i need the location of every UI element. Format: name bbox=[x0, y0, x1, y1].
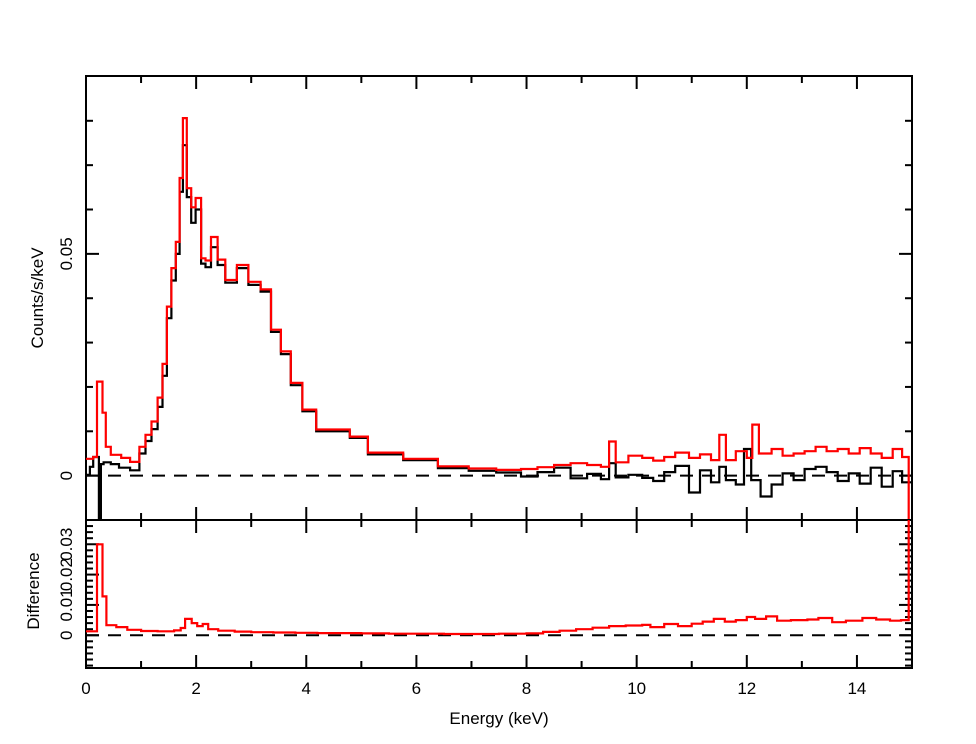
x-tick-label: 12 bbox=[737, 679, 756, 698]
x-tick-label: 4 bbox=[302, 679, 311, 698]
counts-panel: 00.05 bbox=[57, 75, 913, 521]
y-tick-label: 0 bbox=[57, 631, 76, 640]
x-tick-label: 0 bbox=[81, 679, 90, 698]
difference-axis-label: Difference bbox=[24, 552, 43, 630]
y-tick-label: 0.02 bbox=[57, 558, 76, 591]
counts-axis-label: Counts/s/keV bbox=[28, 247, 47, 349]
y-tick-label: 0.05 bbox=[57, 237, 76, 270]
red-histogram-series bbox=[86, 117, 910, 520]
y-tick-label: 0.03 bbox=[57, 528, 76, 561]
energy-axis-label: Energy (keV) bbox=[449, 709, 549, 728]
black-histogram-series bbox=[86, 144, 912, 520]
x-tick-label: 6 bbox=[412, 679, 421, 698]
difference-panel: 0 0.010.020.03 0 2 4 6 8 10 12 14 bbox=[57, 519, 913, 698]
panel-frame bbox=[85, 75, 913, 521]
difference-red-series bbox=[86, 520, 910, 636]
panel-frame bbox=[85, 519, 913, 669]
y-tick-label: 0.01 bbox=[57, 588, 76, 621]
x-tick-label: 14 bbox=[847, 679, 866, 698]
x-tick-label: 8 bbox=[522, 679, 531, 698]
y-tick-label: 0 bbox=[57, 471, 76, 480]
x-tick-label: 2 bbox=[191, 679, 200, 698]
x-tick-label: 10 bbox=[627, 679, 646, 698]
